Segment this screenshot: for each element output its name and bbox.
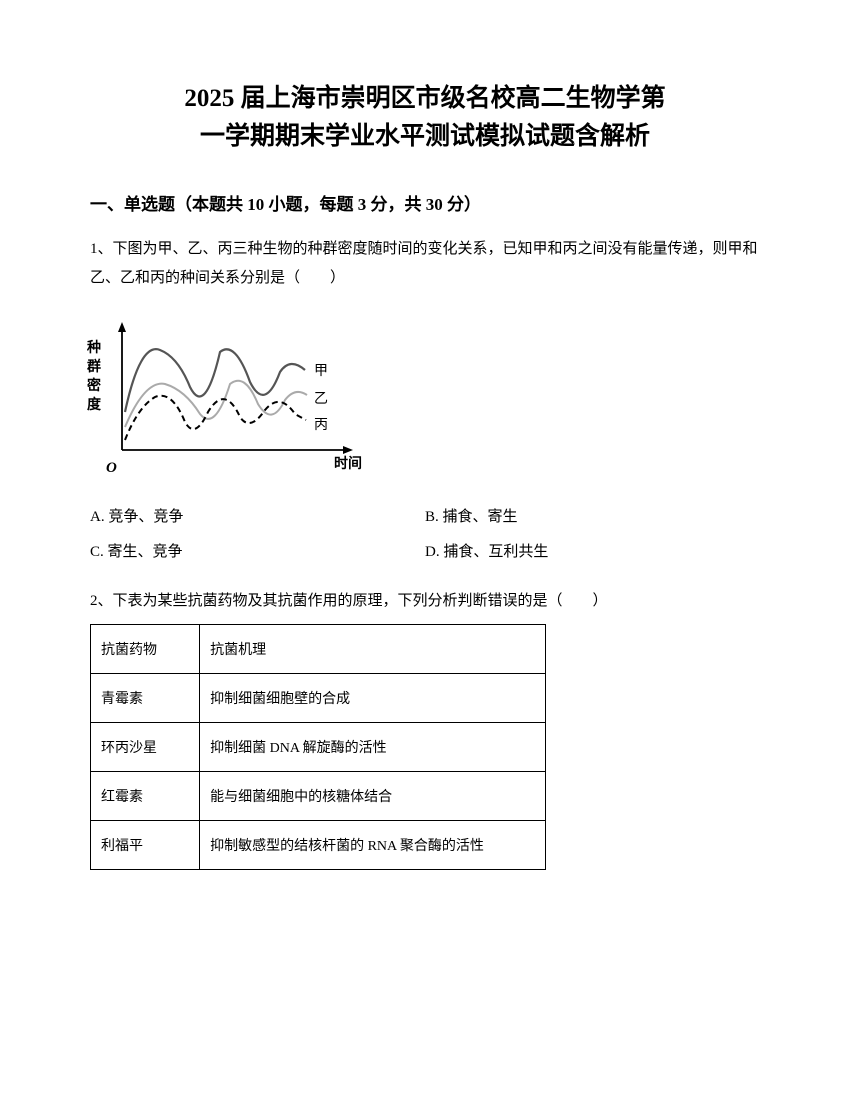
label-bing: 丙: [314, 414, 328, 434]
table-cell: 青霉素: [91, 673, 200, 722]
table-cell: 抑制细菌细胞壁的合成: [200, 673, 546, 722]
y-axis-label: 种群密度: [86, 340, 102, 416]
section-header: 一、单选题（本题共 10 小题，每题 3 分，共 30 分）: [90, 190, 760, 215]
option-a: A. 竞争、竞争: [90, 500, 425, 535]
table-row: 抗菌药物 抗菌机理: [91, 624, 546, 673]
table-cell: 抑制细菌 DNA 解旋酶的活性: [200, 722, 546, 771]
table-cell: 环丙沙星: [91, 722, 200, 771]
table-header-cell: 抗菌药物: [91, 624, 200, 673]
option-b: B. 捕食、寄生: [425, 500, 760, 535]
question-1: 1、下图为甲、乙、丙三种生物的种群密度随时间的变化关系，已知甲和丙之间没有能量传…: [90, 235, 760, 569]
table-cell: 红霉素: [91, 771, 200, 820]
question-2: 2、下表为某些抗菌药物及其抗菌作用的原理，下列分析判断错误的是（ ） 抗菌药物 …: [90, 587, 760, 870]
origin-label: O: [106, 460, 117, 477]
title-line-2: 一学期期末学业水平测试模拟试题含解析: [200, 123, 650, 150]
table-cell: 抑制敏感型的结核杆菌的 RNA 聚合酶的活性: [200, 820, 546, 869]
curve-bing: [125, 396, 306, 440]
population-density-chart: 种群密度 O 时间 甲 乙 丙: [90, 312, 370, 477]
table-row: 环丙沙星 抑制细菌 DNA 解旋酶的活性: [91, 722, 546, 771]
table-row: 青霉素 抑制细菌细胞壁的合成: [91, 673, 546, 722]
table-row: 利福平 抑制敏感型的结核杆菌的 RNA 聚合酶的活性: [91, 820, 546, 869]
table-header-cell: 抗菌机理: [200, 624, 546, 673]
table-cell: 能与细菌细胞中的核糖体结合: [200, 771, 546, 820]
curve-yi: [125, 381, 307, 427]
table-cell: 利福平: [91, 820, 200, 869]
question-1-options: A. 竞争、竞争 B. 捕食、寄生 C. 寄生、竞争 D. 捕食、互利共生: [90, 500, 760, 569]
y-axis-arrow: [118, 322, 126, 332]
option-c: C. 寄生、竞争: [90, 535, 425, 570]
label-jia: 甲: [314, 360, 328, 380]
title-line-1: 2025 届上海市崇明区市级名校高二生物学第: [184, 85, 665, 112]
label-yi: 乙: [314, 388, 328, 408]
antibiotic-table: 抗菌药物 抗菌机理 青霉素 抑制细菌细胞壁的合成 环丙沙星 抑制细菌 DNA 解…: [90, 624, 546, 870]
chart-svg: [90, 312, 370, 472]
x-axis-label: 时间: [334, 453, 362, 473]
question-2-text: 2、下表为某些抗菌药物及其抗菌作用的原理，下列分析判断错误的是（ ）: [90, 587, 760, 616]
document-title: 2025 届上海市崇明区市级名校高二生物学第 一学期期末学业水平测试模拟试题含解…: [90, 80, 760, 155]
option-d: D. 捕食、互利共生: [425, 535, 760, 570]
question-1-text: 1、下图为甲、乙、丙三种生物的种群密度随时间的变化关系，已知甲和丙之间没有能量传…: [90, 235, 760, 292]
table-row: 红霉素 能与细菌细胞中的核糖体结合: [91, 771, 546, 820]
